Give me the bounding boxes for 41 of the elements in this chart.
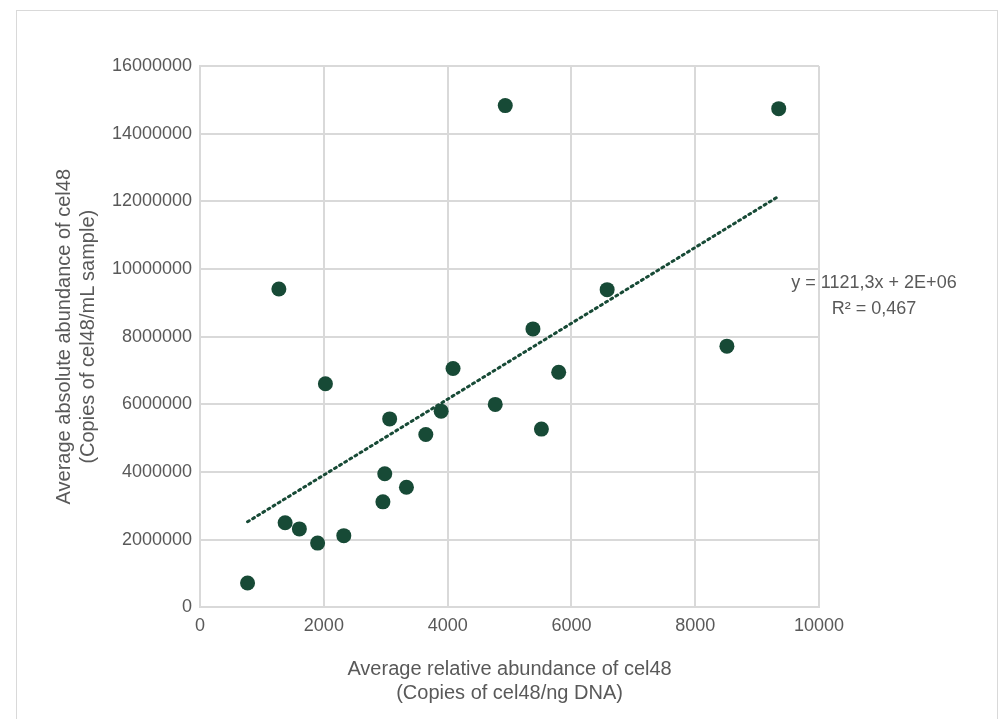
point bbox=[525, 321, 541, 337]
point bbox=[433, 403, 449, 419]
point bbox=[497, 98, 513, 114]
point bbox=[240, 575, 256, 591]
point bbox=[317, 376, 333, 392]
y-tick-label: 10000000 bbox=[111, 257, 193, 278]
x-tick-label: 0 bbox=[195, 615, 206, 636]
x-tick-label: 2000 bbox=[303, 615, 344, 636]
x-axis-title: Average relative abundance of cel48 (Copies of cel48/ng DNA) bbox=[347, 656, 672, 703]
y-axis-title: Average absolute abundance of cel48 (Copies of cel48/mL sample) bbox=[51, 168, 98, 505]
y-tick-label: 2000000 bbox=[122, 528, 193, 549]
point bbox=[418, 426, 434, 442]
x-tick-label: 10000 bbox=[793, 615, 845, 636]
annotation: y = 1121,3x + 2E+06 bbox=[791, 271, 957, 292]
point bbox=[291, 521, 307, 537]
point bbox=[375, 494, 391, 510]
y-tick-label: 6000000 bbox=[122, 393, 193, 414]
point bbox=[551, 364, 567, 380]
point bbox=[398, 479, 414, 495]
point bbox=[377, 466, 393, 482]
point bbox=[771, 101, 787, 117]
x-tick-label: 8000 bbox=[675, 615, 716, 636]
point bbox=[310, 535, 326, 551]
y-tick-label: 0 bbox=[182, 596, 193, 617]
point bbox=[271, 281, 287, 297]
point bbox=[599, 282, 615, 298]
point bbox=[445, 361, 461, 377]
y-tick-label: 12000000 bbox=[111, 190, 193, 211]
y-tick-label: 8000000 bbox=[122, 325, 193, 346]
point bbox=[336, 528, 352, 544]
y-tick-label: 4000000 bbox=[122, 461, 193, 482]
y-tick-label: 14000000 bbox=[111, 122, 193, 143]
y-tick-label: 16000000 bbox=[111, 54, 193, 75]
x-tick-label: 6000 bbox=[551, 615, 592, 636]
point bbox=[277, 515, 293, 531]
point bbox=[382, 411, 398, 427]
point bbox=[719, 338, 735, 354]
point bbox=[533, 421, 549, 437]
text: R² = 0,467 bbox=[831, 297, 917, 318]
x-tick-label: 4000 bbox=[427, 615, 468, 636]
point bbox=[487, 396, 503, 412]
